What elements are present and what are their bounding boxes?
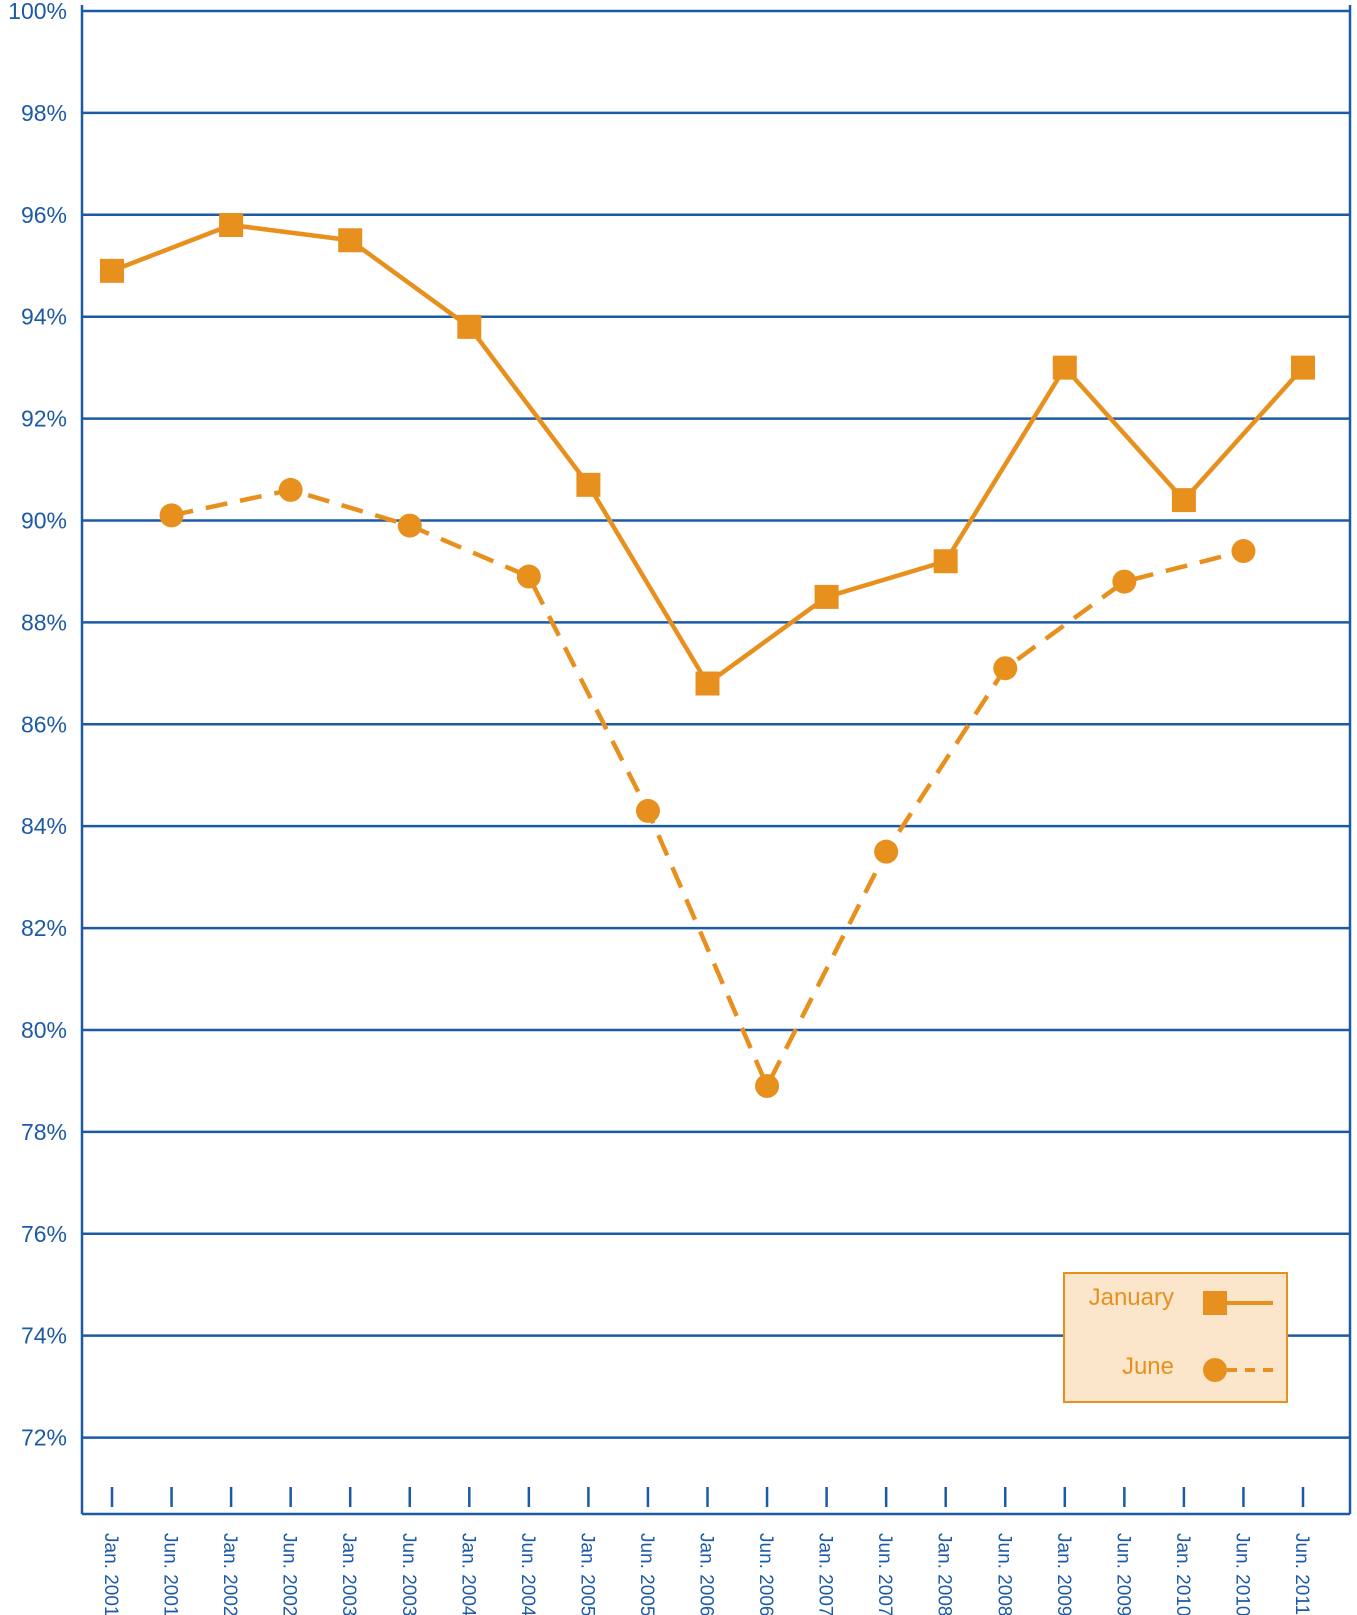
data-point-circle	[159, 503, 184, 528]
y-tick-label: 92%	[21, 406, 67, 432]
y-tick-label: 100%	[8, 0, 67, 24]
y-tick-label: 90%	[21, 507, 67, 533]
data-point-square	[457, 314, 482, 339]
x-tick-label: Jan. 2001	[100, 1533, 121, 1615]
y-tick-label: 82%	[21, 915, 67, 941]
y-tick-label: 98%	[21, 100, 67, 126]
x-axis-ticks: Jan. 2001 Jun. 2001 Jan. 2002 Jun. 2002 Jan.…	[100, 1487, 1312, 1615]
data-point-circle	[874, 839, 899, 864]
x-tick-label: Jan. 2007	[815, 1533, 836, 1615]
x-tick-label: Jun. 2001	[160, 1533, 181, 1615]
legend: January June	[1063, 1272, 1288, 1403]
y-tick-label: 72%	[21, 1425, 67, 1451]
data-point-square	[100, 258, 124, 283]
legend-marker-circle	[1203, 1358, 1227, 1382]
x-tick-label: Jun. 2008	[993, 1533, 1014, 1615]
x-tick-label: Jan. 2009	[1053, 1533, 1074, 1615]
data-point-circle	[397, 513, 422, 538]
data-point-square	[576, 472, 601, 497]
x-tick-label: Jun. 2005	[636, 1533, 657, 1615]
y-tick-label: 80%	[21, 1017, 67, 1043]
y-tick-label: 88%	[21, 609, 67, 635]
data-point-square	[1291, 355, 1315, 380]
y-axis-ticks: 72% 74% 76% 78% 80% 82% 84% 86% 88% 90% 92% 94% 96% 9…	[8, 0, 67, 1451]
x-tick-label: Jan. 2008	[934, 1533, 955, 1615]
data-point-circle	[755, 1074, 780, 1099]
series-line-january	[111, 222, 1305, 686]
x-tick-label: Jun. 2009	[1112, 1533, 1133, 1615]
x-tick-label: Jan. 2004	[457, 1533, 478, 1615]
x-tick-label: Jun. 2006	[755, 1533, 776, 1615]
data-point-circle	[993, 656, 1018, 681]
x-tick-label: Jun. 2002	[279, 1533, 300, 1615]
x-tick-label: Jun. 2003	[398, 1533, 419, 1615]
plot-frame	[80, 5, 1352, 1516]
x-tick-label: Jun. 2004	[517, 1533, 538, 1615]
y-tick-label: 86%	[21, 711, 67, 737]
legend-label-june: June	[1122, 1353, 1174, 1380]
data-point-square	[1052, 355, 1077, 380]
data-point-square	[1171, 488, 1196, 513]
data-point-square	[219, 212, 244, 237]
y-tick-label: 94%	[21, 304, 67, 330]
x-tick-label: Jan. 2010	[1172, 1533, 1193, 1615]
series-group	[100, 212, 1315, 1099]
y-tick-label: 74%	[21, 1323, 67, 1349]
x-tick-label: Jan. 2006	[696, 1533, 717, 1615]
data-point-circle	[516, 564, 541, 589]
y-tick-label: 84%	[21, 813, 67, 839]
x-tick-label: Jun. 2010	[1231, 1533, 1252, 1615]
data-point-circle	[278, 477, 303, 502]
x-tick-label: Jun. 2007	[874, 1533, 895, 1615]
y-tick-label: 96%	[21, 202, 67, 228]
data-point-square	[814, 584, 839, 609]
data-point-square	[338, 228, 363, 253]
data-point-square	[933, 549, 958, 574]
x-tick-label: Jan. 2003	[338, 1533, 359, 1615]
data-point-circle	[1231, 539, 1256, 564]
x-tick-label: Jan. 2005	[576, 1533, 597, 1615]
data-point-square	[695, 671, 720, 696]
data-point-circle	[1112, 569, 1137, 594]
series-line-june	[171, 487, 1245, 1089]
y-tick-label: 78%	[21, 1119, 67, 1145]
x-tick-label: Jan. 2002	[219, 1533, 240, 1615]
grid-lines	[82, 9, 1350, 1439]
legend-box	[1063, 1272, 1288, 1403]
data-point-circle	[635, 798, 660, 823]
x-tick-label: Jun. 2011	[1291, 1533, 1312, 1615]
legend-label-january: January	[1089, 1284, 1174, 1311]
y-tick-label: 76%	[21, 1221, 67, 1247]
